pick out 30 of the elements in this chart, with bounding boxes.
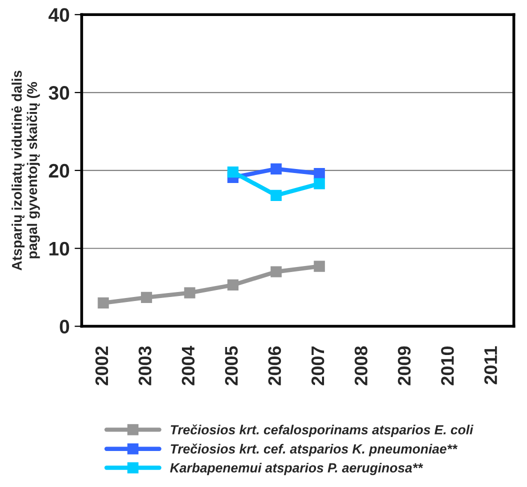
- point: [270, 190, 282, 201]
- point: [227, 279, 238, 291]
- point: [184, 287, 196, 298]
- x-tick-label: 2007: [311, 346, 324, 386]
- y-tick-label: 10: [49, 242, 70, 256]
- legend-label: Trečiosios krt. cef. atsparios K. pneumoniae**: [170, 444, 458, 456]
- x-tick-label: 2006: [268, 346, 281, 386]
- y-tick-label: 40: [48, 8, 70, 22]
- point: [270, 163, 282, 174]
- x-tick-label: 2003: [138, 346, 152, 386]
- legend-label: Trečiosios krt. cefalosporinams atsparios E. coli: [170, 424, 474, 438]
- point: [314, 178, 325, 190]
- x-tick-label: 2002: [95, 346, 108, 386]
- x-tick-label: 2009: [398, 346, 411, 386]
- point: [227, 166, 238, 178]
- legend-label: Karbapenemui atsparios P. aeruginosa**: [170, 462, 424, 476]
- point: [270, 266, 282, 278]
- x-tick-label: 2011: [484, 346, 498, 384]
- y-tick-label: 30: [48, 86, 70, 100]
- x-tick-label: 2008: [354, 346, 368, 386]
- point: [98, 297, 109, 308]
- point: [140, 292, 152, 304]
- x-tick-label: 2004: [182, 346, 195, 386]
- y-tick-label: 0: [60, 320, 70, 334]
- y-tick-label: 20: [48, 164, 70, 178]
- x-tick-label: 2005: [224, 346, 238, 386]
- point: [314, 168, 325, 180]
- y-axis-title: Atsparių izoliatų vidutinė dalis pagal gyventojų skaičių (%: [12, 70, 40, 270]
- point: [314, 260, 325, 272]
- x-tick-label: 2010: [441, 346, 454, 386]
